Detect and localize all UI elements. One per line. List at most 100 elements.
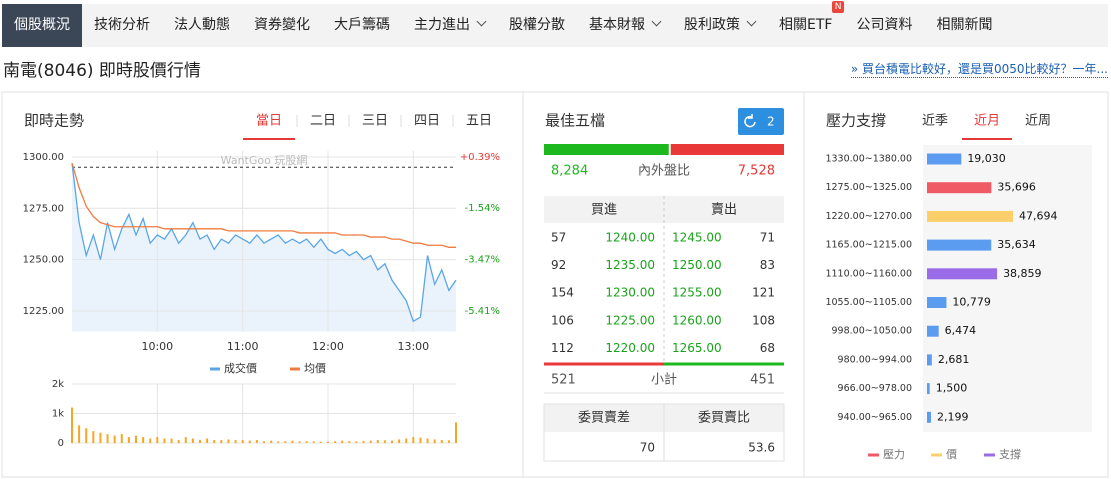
nav-tab[interactable]: 基本財報 (577, 4, 672, 47)
volume-bar (334, 441, 337, 443)
value-label: 2,199 (937, 410, 969, 423)
volume-bar (184, 437, 187, 443)
badge: N (831, 1, 845, 13)
volume-bar (170, 438, 173, 443)
volume-bar (291, 440, 294, 443)
volume-bar (440, 440, 443, 443)
pressure-bar (927, 268, 998, 280)
y2-tick-label: -1.54% (465, 203, 500, 214)
y-tick-label: 1225.00 (23, 306, 64, 317)
pressure-bar (927, 153, 962, 165)
volume-bar (127, 437, 130, 443)
pressure-bar (927, 411, 931, 423)
volume-bar (85, 428, 88, 443)
legend-label: 支撐 (999, 447, 1021, 461)
volume-bar (383, 440, 386, 443)
refresh-button[interactable] (738, 108, 784, 135)
pressure-bar (927, 354, 932, 366)
tab-label[interactable]: 相關ETF (779, 17, 833, 33)
tab-label[interactable]: 法人動態 (174, 17, 230, 33)
subtotal-cell: 小計 (651, 372, 677, 388)
ratio-bar (544, 144, 669, 155)
volume-bar (142, 437, 145, 443)
tab-label[interactable]: 股權分散 (509, 17, 565, 33)
nav-tab[interactable]: 相關新聞 (924, 4, 1004, 47)
volume-bar (305, 441, 308, 443)
volume-bar (348, 441, 351, 443)
nav-tab[interactable]: 股權分散 (497, 4, 577, 47)
pressure-bar (927, 182, 992, 194)
pressure-bar (927, 325, 939, 337)
volume-bar (270, 440, 273, 443)
y-tick-label: 2k (52, 379, 64, 390)
order-cell: 1240.00 (605, 231, 655, 245)
period-tab[interactable]: 四日 (414, 114, 440, 129)
period-tab[interactable]: 當日 (256, 114, 282, 129)
volume-bar (341, 440, 344, 443)
pressure-bar (927, 239, 992, 251)
category-label: 966.00~978.00 (838, 383, 912, 394)
news-link[interactable]: » 買台積電比較好，還是買0050比較好？一年... (850, 62, 1108, 78)
tab-label[interactable]: 相關新聞 (936, 17, 993, 33)
summary-value: 70 (640, 441, 655, 455)
order-cell: 92 (551, 258, 566, 272)
order-cell: 68 (760, 341, 775, 355)
value-label: 2,681 (938, 353, 970, 366)
volume-bar (99, 432, 102, 443)
tab-label[interactable]: 股利政策 (684, 17, 740, 33)
y-tick-label: 1250.00 (23, 255, 64, 266)
nav-tab[interactable]: 技術分析 (82, 4, 162, 47)
legend-label: 壓力 (883, 448, 905, 461)
order-cell: 57 (551, 231, 566, 245)
nav-tab[interactable]: 相關ETF N (767, 1, 845, 47)
tab-label[interactable]: 大戶籌碼 (334, 17, 390, 33)
volume-bar (355, 441, 358, 443)
tab-label[interactable]: 資券變化 (254, 17, 310, 33)
tab-label[interactable]: 技術分析 (94, 17, 150, 33)
y2-tick-label: -3.47% (465, 254, 500, 265)
nav-tab[interactable]: 公司資料 (844, 4, 924, 47)
pressure-bar (927, 297, 947, 308)
x-tick-label: 10:00 (141, 340, 173, 353)
volume-bar (241, 440, 244, 443)
category-label: 1110.00~1160.00 (825, 268, 912, 279)
order-cell: 154 (551, 286, 574, 300)
tab-label[interactable]: 個股概況 (14, 17, 70, 33)
volume-bar (135, 435, 137, 443)
volume-bar (78, 425, 81, 443)
volume-bar (398, 439, 401, 443)
volume-bar (206, 438, 209, 443)
period-tab[interactable]: 五日 (466, 114, 492, 129)
tab-label[interactable]: 公司資料 (856, 17, 913, 33)
volume-bar (248, 440, 251, 443)
y-tick-label: 1300.00 (23, 152, 64, 163)
tab-label[interactable]: 主力進出 (414, 17, 470, 33)
nav-tab[interactable]: 資券變化 (242, 4, 322, 47)
period-tab[interactable]: 近月 (974, 114, 1000, 129)
order-cell: 108 (752, 313, 775, 327)
nav-tab[interactable]: 法人動態 (162, 4, 242, 47)
pressure-bar (927, 210, 1013, 222)
button-label[interactable]: 2 (767, 115, 775, 129)
subtotal-cell: 521 (551, 373, 576, 388)
refresh-icon (744, 114, 756, 128)
y2-tick-label: +0.39% (460, 152, 500, 163)
period-tab[interactable]: 近周 (1025, 114, 1051, 129)
panel-title: 最佳五檔 (545, 112, 605, 130)
nav-tab[interactable]: 股利政策 (672, 4, 767, 47)
category-label: 1275.00~1325.00 (825, 182, 912, 193)
tab-label[interactable]: 基本財報 (589, 17, 645, 33)
period-tab[interactable]: 近季 (922, 114, 948, 129)
period-tab[interactable]: 三日 (362, 114, 388, 129)
nav-tab[interactable]: 個股概況 (2, 4, 82, 47)
nav-tab[interactable]: 大戶籌碼 (322, 4, 402, 47)
volume-bar (277, 441, 280, 443)
table-header-label: 買進 (591, 203, 617, 218)
nav-tab[interactable]: 主力進出 (402, 4, 497, 47)
volume-bar (419, 437, 422, 443)
period-tab[interactable]: 二日 (310, 114, 336, 129)
order-cell: 106 (551, 313, 574, 327)
order-cell: 83 (760, 258, 775, 272)
